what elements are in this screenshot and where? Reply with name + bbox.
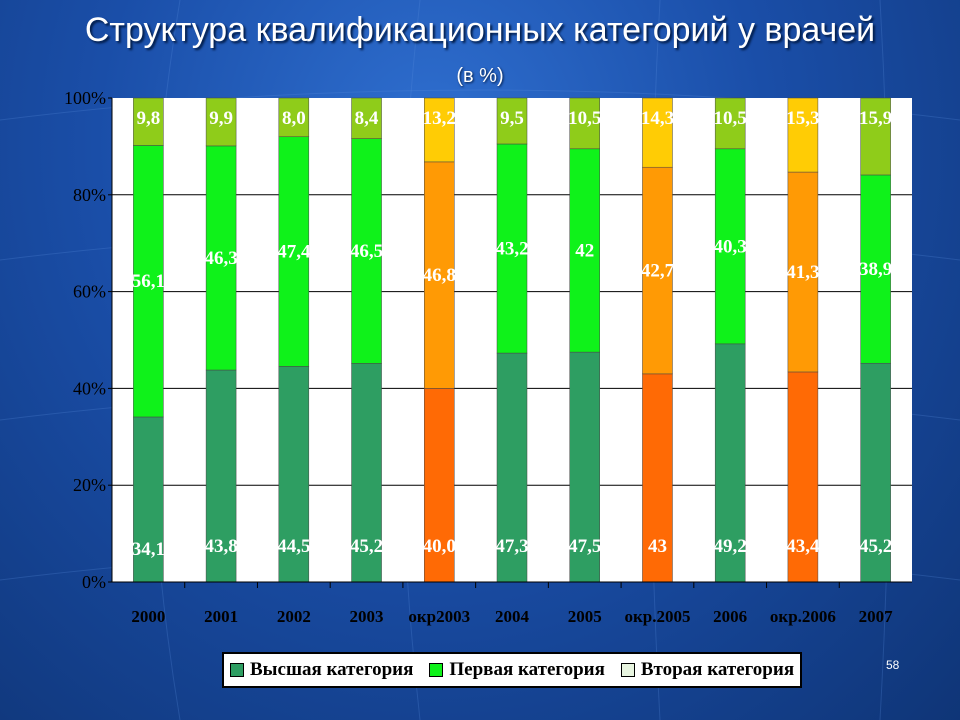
bar-segment xyxy=(205,97,237,147)
legend-item-first: Первая категория xyxy=(429,659,605,681)
data-label: 43,2 xyxy=(495,239,528,260)
bar-segment xyxy=(860,97,891,176)
data-label: 46,5 xyxy=(350,241,383,262)
x-category-label: 2001 xyxy=(204,607,238,626)
data-label: 34,1 xyxy=(132,539,165,560)
data-label: 13,2 xyxy=(423,108,456,129)
bar-segment xyxy=(424,97,455,163)
legend-swatch-highest xyxy=(230,663,244,677)
x-category-label: 2000 xyxy=(131,607,165,626)
x-category-label: 2003 xyxy=(350,607,384,626)
x-category-label: окр.2006 xyxy=(770,607,836,626)
bar-segment xyxy=(787,371,819,583)
bar-segment xyxy=(642,166,673,375)
data-label: 41,3 xyxy=(786,262,819,283)
y-tick-label: 20% xyxy=(73,475,106,495)
y-tick-label: 40% xyxy=(73,378,106,398)
data-label: 40,3 xyxy=(714,236,747,257)
bar-segment xyxy=(714,97,746,150)
legend-item-highest: Высшая категория xyxy=(230,659,413,681)
data-label: 42 xyxy=(575,240,594,261)
bar-segment xyxy=(424,161,455,389)
bar-segment xyxy=(351,138,382,364)
x-category-label: 2002 xyxy=(277,607,311,626)
bar-segment xyxy=(569,148,600,353)
chart-legend: Высшая категория Первая категория Вторая… xyxy=(222,652,802,688)
bar-segment xyxy=(569,97,600,150)
data-label: 47,4 xyxy=(277,242,311,263)
y-axis-ticks: 0% 20% 40% 60% 80% 100% xyxy=(64,88,112,592)
x-category-label: 2006 xyxy=(713,607,747,626)
data-label: 14,3 xyxy=(641,108,674,129)
x-category-label: 2004 xyxy=(495,607,530,626)
bar-segment xyxy=(205,369,237,583)
data-label: 43,4 xyxy=(786,536,820,557)
y-tick-label: 0% xyxy=(82,572,106,592)
data-label: 9,9 xyxy=(209,108,233,129)
x-axis-categories: 2000 2001 2002 2003 окр2003 2004 2005 окр.2005 2… xyxy=(131,582,893,626)
bar-segment xyxy=(642,373,673,583)
bar-segment xyxy=(133,97,164,146)
legend-label-second: Вторая категория xyxy=(640,659,795,680)
legend-item-second: Вторая категория xyxy=(620,659,795,681)
data-label: 47,3 xyxy=(495,536,528,557)
y-tick-label: 100% xyxy=(64,88,106,108)
x-category-label: 2007 xyxy=(859,607,894,626)
bar-segment xyxy=(424,388,455,583)
bar-segment xyxy=(278,97,310,138)
data-label: 46,8 xyxy=(423,265,456,286)
chart-subtitle: (в %) xyxy=(456,65,504,87)
legend-label-first: Первая категория xyxy=(449,659,605,680)
bar-segment xyxy=(133,145,164,418)
bar-segment xyxy=(278,136,310,367)
bar-segment xyxy=(496,143,528,354)
data-label: 56,1 xyxy=(132,271,165,292)
y-tick-label: 60% xyxy=(73,282,106,302)
data-label: 9,8 xyxy=(136,108,160,129)
data-label: 45,2 xyxy=(350,536,383,557)
bars xyxy=(133,97,891,583)
bar-segment xyxy=(787,97,819,173)
bar-segment xyxy=(278,366,310,583)
data-label: 40,0 xyxy=(423,536,456,557)
data-label: 9,5 xyxy=(500,108,524,129)
data-label: 38,9 xyxy=(859,259,892,280)
data-label: 10,5 xyxy=(714,108,747,129)
chart-title: Структура квалификационных категорий у в… xyxy=(84,11,876,49)
x-category-label: окр2003 xyxy=(408,607,470,626)
bar-segment xyxy=(860,362,891,583)
bar-segment xyxy=(642,97,673,168)
y-tick-label: 80% xyxy=(73,185,106,205)
bar-segment xyxy=(133,416,164,583)
data-label: 45,2 xyxy=(859,536,892,557)
data-label: 10,5 xyxy=(568,108,601,129)
bar-segment xyxy=(787,171,819,373)
bar-segment xyxy=(351,97,382,139)
data-label: 47,5 xyxy=(568,536,601,557)
legend-swatch-first xyxy=(429,663,444,677)
x-category-label: 2005 xyxy=(568,607,602,626)
data-label: 46,3 xyxy=(204,248,237,269)
page-number: 58 xyxy=(886,658,900,672)
x-category-label: окр.2005 xyxy=(624,607,690,626)
legend-swatch-second xyxy=(620,663,635,677)
bar-segment xyxy=(860,174,891,364)
data-label: 44,5 xyxy=(277,536,310,557)
data-label: 42,7 xyxy=(641,261,675,282)
bar-segment xyxy=(496,97,528,145)
data-label: 43 xyxy=(648,536,667,557)
data-label: 8,0 xyxy=(282,108,306,129)
bar-segment xyxy=(569,351,600,583)
data-label: 49,2 xyxy=(714,536,747,557)
bar-segment xyxy=(351,363,382,583)
data-label: 43,8 xyxy=(204,536,237,557)
data-label: 15,3 xyxy=(786,108,819,129)
data-labels: 34,1 56,1 9,8 43,8 46,3 9,9 44,5 47,4 8,0 45,2 46,… xyxy=(132,108,893,560)
data-label: 8,4 xyxy=(355,108,379,129)
legend-label-highest: Высшая категория xyxy=(250,659,414,680)
data-label: 15,9 xyxy=(859,108,892,129)
